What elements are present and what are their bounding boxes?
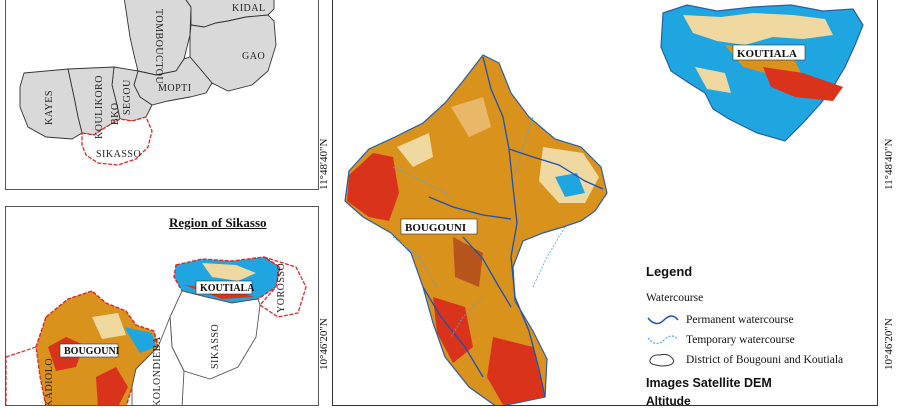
legend-dem-heading: Images Satellite DEM <box>646 376 772 390</box>
bougouni-central-mid-elevation <box>451 97 491 137</box>
legend-item-district: District of Bougouni and Koutiala <box>646 352 843 368</box>
tombouctou-label: TOMBOUCTOU <box>153 9 164 84</box>
bougouni-south-high-elevation <box>433 297 473 363</box>
sikasso-region-inset: Region of Sikasso BOUGOUNI KOUTIALA YORO… <box>5 206 319 406</box>
legend-item-temporary-label: Temporary watercourse <box>686 334 795 346</box>
segou-label: SEGOU <box>122 79 133 115</box>
district-outline-icon <box>649 353 675 367</box>
region-kayes <box>19 68 83 140</box>
main-bougouni-label: BOUGOUNI <box>405 222 466 234</box>
mali-regions-svg: TOMBOUCTOU KIDAL GAO MOPTI SEGOU KOULIKO… <box>19 0 277 166</box>
temporary-watercourse-line-icon <box>647 335 679 345</box>
sikasso-inset-bougouni-label: BOUGOUNI <box>64 346 120 357</box>
bougouni-low-elevation <box>124 327 156 353</box>
kolondieba-label: KOLONDIEBA <box>152 336 163 406</box>
koutiala-tag-bg <box>195 280 253 295</box>
koutiala-west-mid-elevation <box>695 67 731 93</box>
legend-item-permanent: Permanent watercourse <box>646 312 794 328</box>
region-sikasso <box>81 116 153 166</box>
mopti-label: MOPTI <box>158 83 192 94</box>
gao-label: GAO <box>242 51 265 62</box>
coord-left-upper: 11°48'40"N <box>318 138 330 190</box>
sikasso-west-boundary <box>6 346 47 405</box>
koutiala-mid-elevation <box>202 263 256 281</box>
bougouni-mid-elevation <box>92 313 126 339</box>
temporary-watercourses <box>392 116 566 338</box>
sikasso-label: SIKASSO <box>96 149 141 160</box>
mali-inset-map: TOMBOUCTOU KIDAL GAO MOPTI SEGOU KOULIKO… <box>5 0 319 190</box>
kadiolo-label: KADIOLO <box>44 358 55 406</box>
sikasso-yorosso-district <box>259 256 307 318</box>
sikasso-kolondieba-district <box>131 316 185 405</box>
map-legend: Legend Watercourse Permanent watercourse… <box>640 262 880 408</box>
bougouni-tag-bg <box>59 343 119 358</box>
legend-title: Legend <box>646 264 693 279</box>
bko-label: BKO <box>110 102 121 125</box>
bougouni-central-high-elevation <box>453 237 483 287</box>
bougouni-north-mid-elevation <box>397 133 433 167</box>
permanent-watercourses <box>422 56 604 398</box>
legend-item-district-label: District of Bougouni and Koutiala <box>686 354 844 366</box>
main-dem-svg: BOUGOUNI KOUTIALA <box>344 4 864 405</box>
yorosso-label: YOROSSO <box>276 263 287 313</box>
koulikoro-label: KOULIKORO <box>94 75 105 139</box>
legend-item-permanent-label: Permanent watercourse <box>686 314 794 326</box>
main-bougouni-tag-bg <box>400 218 478 235</box>
sikasso-districts-svg: BOUGOUNI KOUTIALA YOROSSO SIKASSO KADIOL… <box>6 256 307 406</box>
legend-altitude-heading: Altitude <box>646 394 691 408</box>
legend-item-temporary: Temporary watercourse <box>646 332 795 348</box>
main-koutiala-label: KOUTIALA <box>737 48 797 60</box>
coord-right-upper: 11°48'40"N <box>883 138 895 190</box>
legend-watercourse-heading: Watercourse <box>646 292 704 304</box>
sikasso-district-label: SIKASSO <box>210 324 221 369</box>
bougouni-high-elevation-south <box>96 367 128 405</box>
sikasso-inset-koutiala-label: KOUTIALA <box>200 283 255 294</box>
bougouni-southeast-high-elevation <box>487 337 545 405</box>
bougouni-east-low-elevation <box>555 173 585 197</box>
coord-right-lower: 10°46'20"N <box>883 318 895 370</box>
kidal-label: KIDAL <box>232 3 266 14</box>
koutiala-north-mid-elevation <box>683 13 833 45</box>
main-dem-map: BOUGOUNI KOUTIALA <box>332 0 878 406</box>
sikasso-inset-title: Region of Sikasso <box>169 215 267 230</box>
main-koutiala-tag-bg <box>732 44 806 61</box>
kayes-label: KAYES <box>44 90 55 125</box>
bougouni-west-high-elevation <box>347 153 399 221</box>
permanent-watercourse-line-icon <box>647 315 679 325</box>
koutiala-high-elevation <box>763 67 843 101</box>
coord-left-lower: 10°46'20"N <box>318 318 330 370</box>
